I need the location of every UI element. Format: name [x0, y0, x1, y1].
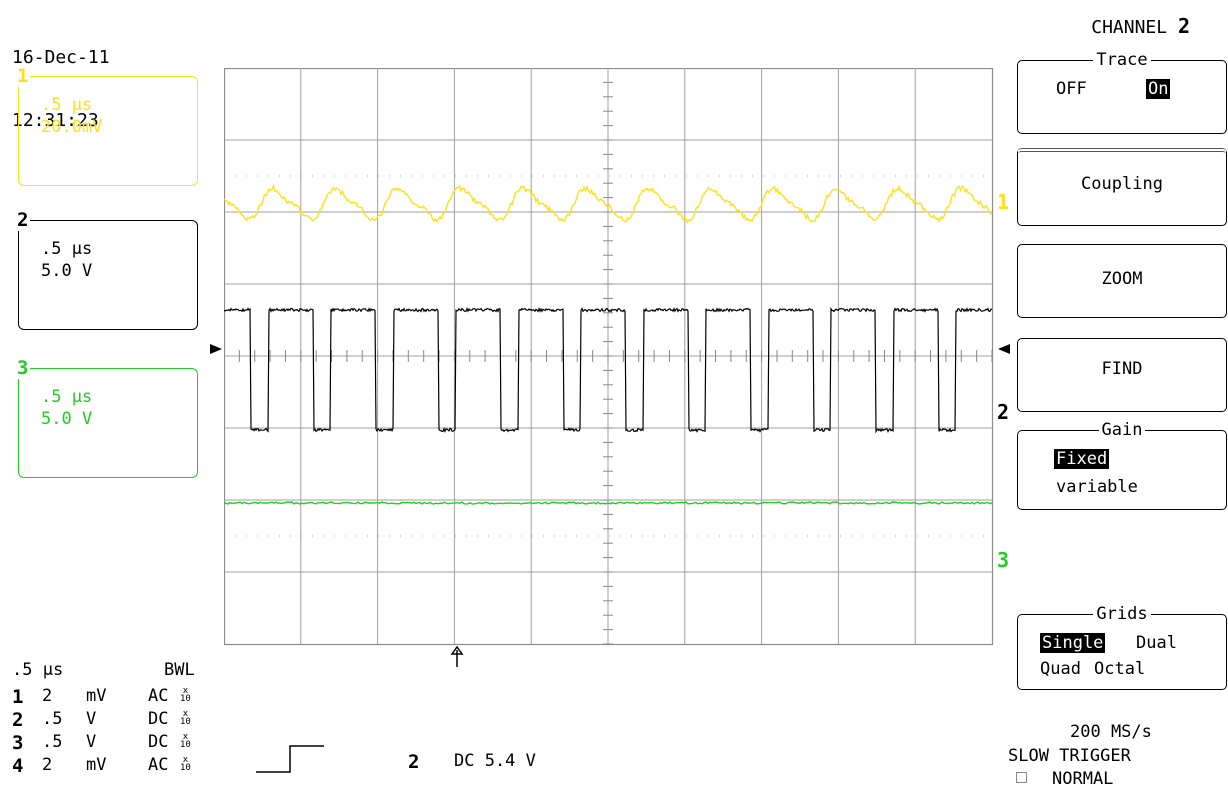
status-value: 2 — [42, 686, 52, 706]
channel-2-number: 2 — [15, 209, 30, 231]
trigger-edge-icon — [254, 742, 326, 776]
trace-marker-1: 1 — [997, 190, 1009, 214]
status-coupling: AC — [148, 686, 168, 706]
status-channel-number: 4 — [12, 755, 23, 777]
gain-fixed-option[interactable]: Fixed — [1054, 449, 1109, 469]
zoom-menu-button[interactable]: ZOOM — [1017, 244, 1227, 318]
probe-attenuation: x 10 — [180, 687, 191, 703]
coupling-menu-button[interactable]: Coupling — [1017, 148, 1227, 226]
trace-caption: Trace — [1093, 50, 1150, 70]
channel-2-volts: 5.0 V — [41, 261, 92, 281]
status-unit: mV — [86, 686, 106, 706]
gain-menu-button[interactable]: Gain Fixed variable — [1017, 430, 1227, 510]
sample-rate: 200 MS/s — [1070, 722, 1152, 742]
gain-variable-option[interactable]: variable — [1056, 477, 1138, 497]
trigger-level: DC 5.4 V — [454, 751, 536, 771]
trace-marker-2: 2 — [997, 400, 1009, 424]
probe-10: 10 — [180, 717, 191, 727]
scope-display[interactable] — [224, 68, 1024, 658]
trigger-level-left-arrow — [208, 343, 224, 355]
status-channel-number: 1 — [12, 686, 23, 708]
status-value: .5 — [42, 732, 62, 752]
channel-2-box[interactable]: 2 .5 µs 5.0 V — [18, 220, 198, 330]
grids-quad-option[interactable]: Quad — [1040, 659, 1081, 679]
channel-1-number: 1 — [15, 65, 30, 87]
channel-3-number: 3 — [15, 357, 30, 379]
grids-caption: Grids — [1093, 604, 1150, 624]
probe-10: 10 — [180, 694, 191, 704]
trigger-position-arrow — [450, 646, 464, 668]
menu-title-prefix: CHANNEL — [1091, 17, 1167, 38]
gain-caption: Gain — [1099, 420, 1146, 440]
scope-grid — [224, 68, 993, 645]
acq-indicator-icon — [1016, 772, 1027, 783]
probe-10: 10 — [180, 740, 191, 750]
channel-3-volts: 5.0 V — [41, 409, 92, 429]
channel-1-volts: 20.0mV — [41, 117, 102, 137]
find-menu-button[interactable]: FIND — [1017, 338, 1227, 412]
trigger-mode: SLOW TRIGGER — [1008, 746, 1131, 766]
acq-mode: NORMAL — [1052, 769, 1113, 789]
status-value: 2 — [42, 755, 52, 775]
channel-1-box[interactable]: 1 .5 µs 20.0mV — [18, 76, 198, 186]
trace-menu-button[interactable]: Trace OFF On — [1017, 60, 1227, 134]
status-coupling: DC — [148, 732, 168, 752]
probe-attenuation: x 10 — [180, 733, 191, 749]
grids-dual-option[interactable]: Dual — [1136, 633, 1177, 653]
menu-title-channel: 2 — [1178, 14, 1190, 38]
probe-attenuation: x 10 — [180, 756, 191, 772]
channel-3-timebase: .5 µs — [41, 387, 92, 407]
grids-octal-option[interactable]: Octal — [1094, 659, 1145, 679]
coupling-label: Coupling — [1018, 174, 1226, 194]
trace-on-option[interactable]: On — [1146, 79, 1170, 99]
trace-marker-3: 3 — [997, 548, 1009, 572]
status-bwl: BWL — [164, 660, 195, 680]
status-unit: V — [86, 732, 96, 752]
status-unit: mV — [86, 755, 106, 775]
status-coupling: AC — [148, 755, 168, 775]
grids-menu-button[interactable]: Grids Single Dual Quad Octal — [1017, 614, 1227, 690]
trigger-level-right-arrow — [996, 343, 1012, 355]
channel-2-timebase: .5 µs — [41, 239, 92, 259]
status-value: .5 — [42, 709, 62, 729]
status-unit: V — [86, 709, 96, 729]
status-timebase: .5 µs — [12, 660, 63, 680]
grids-single-option[interactable]: Single — [1040, 633, 1105, 653]
probe-attenuation: x 10 — [180, 710, 191, 726]
trace-off-option[interactable]: OFF — [1056, 79, 1087, 99]
status-channel-number: 3 — [12, 732, 23, 754]
status-coupling: DC — [148, 709, 168, 729]
probe-10: 10 — [180, 763, 191, 773]
zoom-label: ZOOM — [1018, 269, 1226, 289]
find-label: FIND — [1018, 359, 1226, 379]
status-channel-number: 2 — [12, 709, 23, 731]
menu-title: CHANNEL 2 — [1091, 14, 1190, 38]
channel-3-box[interactable]: 3 .5 µs 5.0 V — [18, 368, 198, 478]
channel-1-timebase: .5 µs — [41, 95, 92, 115]
trigger-channel: 2 — [408, 751, 419, 773]
